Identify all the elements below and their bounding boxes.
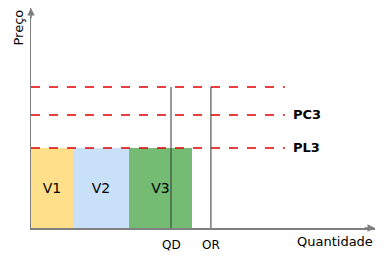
svg-text:QD: QD [162, 238, 181, 252]
svg-text:Preço: Preço [11, 10, 26, 46]
svg-text:V2: V2 [92, 180, 110, 196]
svg-text:V3: V3 [151, 180, 169, 196]
svg-text:V1: V1 [43, 180, 61, 196]
svg-text:OR: OR [202, 238, 220, 252]
svg-text:PC3: PC3 [293, 107, 321, 122]
svg-text:PL3: PL3 [293, 140, 320, 155]
svg-text:Quantidade: Quantidade [297, 234, 373, 249]
